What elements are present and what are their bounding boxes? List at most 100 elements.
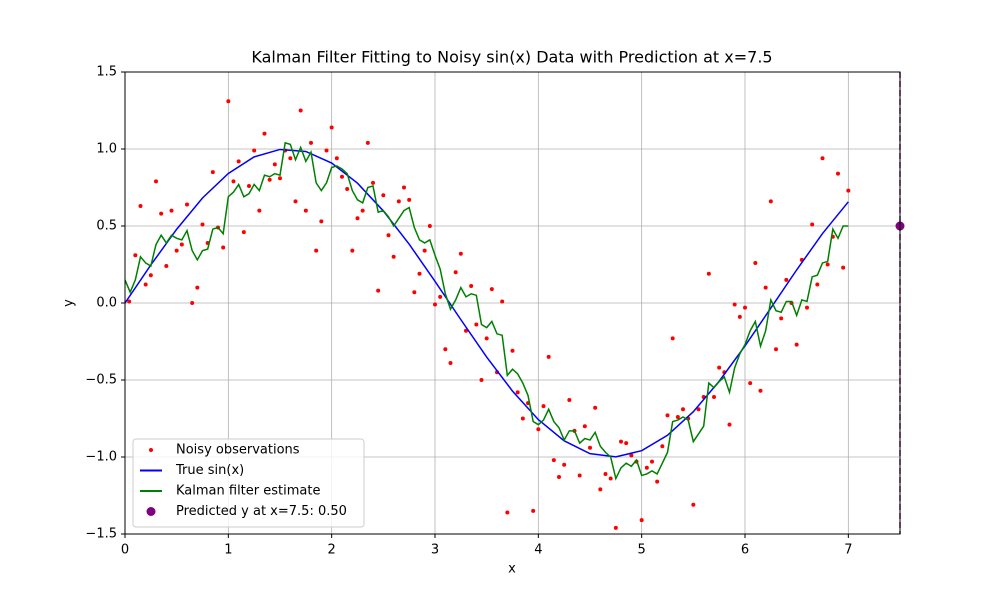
observation-point: [195, 285, 200, 290]
observation-point: [190, 301, 195, 305]
y-tick-label: 1.0: [96, 142, 117, 157]
observation-point: [381, 193, 386, 198]
observation-point: [582, 424, 587, 429]
observation-point: [546, 354, 551, 359]
observation-point: [396, 199, 401, 204]
observation-point: [448, 361, 453, 366]
observation-point: [660, 444, 665, 449]
observation-point: [732, 302, 737, 307]
observation-point: [598, 487, 603, 492]
observation-point: [815, 282, 820, 287]
observation-point: [706, 271, 711, 276]
observation-point: [159, 211, 164, 216]
observation-point: [670, 336, 675, 341]
observation-point: [309, 140, 313, 145]
observation-point: [386, 233, 391, 238]
observation-point: [557, 475, 561, 480]
legend-label: Noisy observations: [176, 443, 300, 458]
observation-point: [696, 407, 701, 412]
y-tick-label: 0.0: [96, 296, 117, 311]
x-tick-label: 2: [328, 543, 336, 558]
observation-point: [365, 140, 370, 145]
observation-point: [267, 177, 272, 182]
observation-point: [484, 336, 489, 341]
observation-point: [505, 510, 510, 515]
observation-point: [624, 441, 629, 446]
observation-point: [629, 453, 634, 458]
observation-point: [164, 264, 169, 269]
observation-point: [391, 254, 396, 259]
series-line: [124, 148, 849, 458]
observation-point: [784, 277, 789, 282]
observation-point: [371, 180, 375, 185]
observation-point: [727, 422, 732, 427]
observation-point: [334, 156, 339, 161]
ticks: 0 1 2 3 4 5 6 7 −1.5 −1.0 −0.5 0.0 0.5 1.0 1.5: [85, 65, 852, 558]
observation-point: [422, 248, 427, 253]
observation-point: [417, 271, 422, 276]
observation-point: [681, 407, 685, 412]
observation-point: [319, 219, 324, 224]
chart-title: Kalman Filter Fitting to Noisy sin(x) Da…: [251, 48, 772, 67]
observation-point: [712, 394, 716, 399]
observation-point: [241, 230, 246, 235]
x-tick-label: 5: [638, 543, 646, 558]
observation-point: [655, 479, 660, 484]
observation-point: [474, 322, 479, 327]
observation-point: [531, 508, 536, 513]
y-tick-label: 0.5: [96, 219, 117, 234]
observation-point: [551, 458, 556, 463]
observation-point: [360, 208, 365, 213]
observation-point: [174, 248, 179, 253]
observation-point: [541, 404, 546, 409]
observation-point: [257, 208, 262, 213]
y-tick-label: −0.5: [85, 373, 117, 388]
observation-point: [608, 476, 613, 481]
observation-point: [340, 174, 344, 179]
observation-point: [345, 187, 350, 192]
observation-point: [613, 525, 618, 530]
observation-point: [236, 159, 241, 164]
observation-point: [500, 299, 505, 304]
legend-swatch: [149, 448, 153, 452]
observation-point: [665, 413, 670, 418]
observation-point: [314, 248, 319, 253]
y-axis-label: y: [62, 299, 77, 307]
observation-point: [567, 398, 572, 403]
observation-point: [221, 245, 226, 250]
observation-point: [717, 365, 722, 370]
observation-point: [350, 248, 355, 253]
x-axis-label: x: [508, 562, 516, 577]
observation-point: [794, 342, 799, 347]
observation-point: [133, 253, 138, 258]
observation-point: [469, 284, 474, 289]
observation-point: [407, 197, 412, 202]
observation-point: [779, 316, 784, 321]
observation-point: [427, 224, 432, 228]
x-tick-label: 0: [121, 543, 129, 558]
observation-point: [562, 462, 567, 467]
observation-point: [758, 388, 763, 393]
observation-point: [650, 459, 654, 464]
observation-point: [148, 273, 153, 278]
observation-point: [210, 170, 215, 175]
x-tick-label: 4: [534, 543, 542, 558]
observation-point: [820, 156, 825, 161]
observation-point: [593, 405, 598, 410]
observation-point: [355, 216, 360, 221]
observation-point: [748, 381, 753, 386]
legend-label: Predicted y at x=7.5: 0.50: [176, 504, 347, 519]
observation-point: [691, 502, 696, 507]
observation-point: [639, 518, 644, 523]
observation-point: [768, 199, 773, 204]
observation-point: [515, 390, 520, 395]
observation-point: [810, 222, 815, 227]
observation-point: [737, 314, 742, 319]
legend-label: True sin(x): [175, 463, 244, 478]
observation-point: [231, 179, 236, 184]
observation-point: [329, 125, 334, 130]
legend-label: Kalman filter estimate: [176, 484, 320, 499]
x-tick-label: 7: [844, 543, 852, 558]
observation-point: [226, 99, 231, 104]
observation-point: [143, 282, 148, 287]
